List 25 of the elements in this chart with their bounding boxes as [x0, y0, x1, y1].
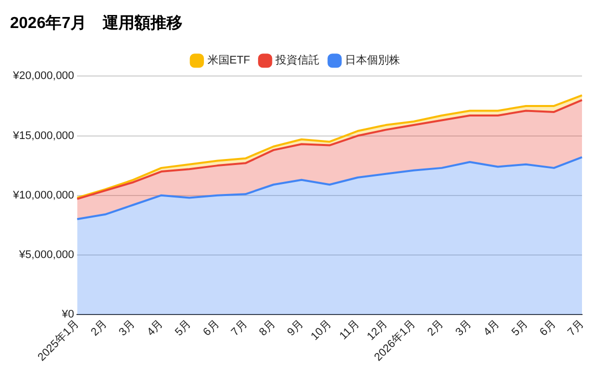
x-tick-label: 3月: [453, 318, 474, 339]
y-tick-label: ¥5,000,000: [18, 248, 74, 261]
legend-label: 投資信託: [274, 54, 320, 67]
legend-label: 米国ETF: [207, 54, 250, 67]
x-tick-label: 5月: [173, 318, 194, 339]
x-tick-label: 5月: [510, 318, 530, 339]
x-tick-label: 11月: [338, 318, 362, 342]
x-tick-label: 10月: [308, 318, 334, 343]
y-tick-label: ¥15,000,000: [12, 130, 74, 142]
x-tick-label: 7月: [566, 318, 586, 339]
x-tick-label: 7月: [229, 318, 250, 339]
legend-label: 日本個別株: [345, 54, 400, 67]
x-tick-label: 2月: [88, 318, 110, 339]
chart-title: 2026年7月 運用額推移: [10, 14, 182, 32]
y-tick-label: ¥0: [60, 308, 74, 321]
x-tick-label: 3月: [116, 318, 138, 339]
y-tick-label: ¥20,000,000: [12, 70, 74, 82]
x-tick-label: 4月: [482, 318, 502, 339]
x-tick-label: 2月: [425, 318, 446, 339]
x-tick-label: 6月: [538, 318, 558, 339]
x-tick-label: 4月: [144, 318, 166, 339]
x-tick-label: 6月: [201, 318, 222, 339]
y-tick-label: ¥10,000,000: [12, 189, 74, 202]
x-tick-label: 8月: [257, 318, 278, 339]
x-tick-label: 9月: [285, 318, 306, 339]
